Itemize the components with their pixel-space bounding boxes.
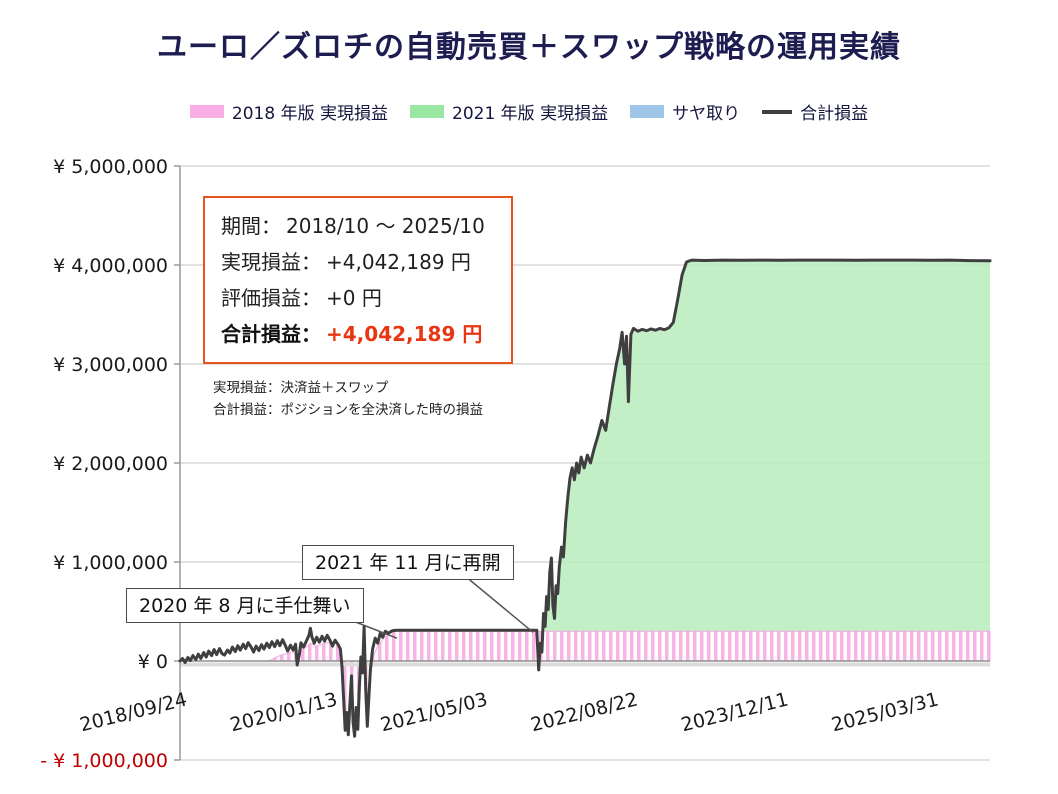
y-axis-label: ¥ 1,000,000: [53, 552, 168, 574]
y-axis-label: ¥ 3,000,000: [53, 354, 168, 376]
info-row-unrealized: 評価損益： +0 円: [221, 280, 485, 316]
info-row-period: 期間： 2018/10 ～ 2025/10: [221, 208, 485, 244]
footnote-total: 合計損益：ポジションを全決済した時の損益: [213, 402, 483, 418]
info-row-realized: 実現損益： +4,042,189 円: [221, 244, 485, 280]
footnote-realized: 実現損益：決済益＋スワップ: [213, 380, 389, 396]
total-label: 合計損益：: [221, 322, 321, 346]
page-title: ユーロ／ズロチの自動売買＋スワップ戦略の運用実績: [157, 30, 901, 65]
realized-label: 実現損益：: [221, 250, 321, 274]
total-value: +4,042,189 円: [326, 322, 483, 346]
x-axis-label: 2018/09/24: [78, 689, 190, 737]
footnotes: 実現損益：決済益＋スワップ 合計損益：ポジションを全決済した時の損益: [213, 377, 483, 421]
legend-label-saya: サヤ取り: [672, 104, 741, 124]
legend: 2018 年版 実現損益 2021 年版 実現損益 サヤ取り 合計損益: [0, 99, 1058, 124]
y-axis-label: - ¥ 1,000,000: [40, 750, 168, 772]
y-axis-label: ¥ 0: [138, 651, 168, 673]
x-axis-label: 2020/01/13: [228, 689, 340, 737]
x-axis-label: 2022/08/22: [529, 689, 641, 737]
info-row-total: 合計損益： +4,042,189 円: [221, 316, 485, 352]
legend-label-2018: 2018 年版 実現損益: [231, 104, 388, 124]
annotation-close-2020-08: 2020 年 8 月に手仕舞い: [126, 588, 364, 623]
legend-item-total: 合計損益: [762, 99, 868, 124]
x-axis-label: 2025/03/31: [829, 689, 941, 737]
annotation-restart-2021-11: 2021 年 11 月に再開: [302, 545, 514, 580]
legend-swatch-2021-icon: [410, 105, 444, 118]
period-label: 期間：: [221, 214, 281, 238]
unrealized-value: +0 円: [326, 286, 382, 310]
legend-item-saya: サヤ取り: [630, 99, 740, 124]
legend-swatch-total-line-icon: [762, 109, 793, 114]
y-axis-label: ¥ 2,000,000: [53, 453, 168, 475]
legend-item-2021: 2021 年版 実現損益: [410, 99, 608, 124]
legend-label-2021: 2021 年版 実現損益: [452, 104, 609, 124]
legend-item-2018: 2018 年版 実現損益: [189, 99, 388, 124]
period-value: 2018/10 ～ 2025/10: [286, 214, 485, 238]
y-axis-label: ¥ 4,000,000: [53, 255, 168, 277]
summary-info-box: 期間： 2018/10 ～ 2025/10 実現損益： +4,042,189 円 評…: [203, 196, 513, 364]
y-axis-label: ¥ 5,000,000: [53, 156, 168, 178]
realized-value: +4,042,189 円: [326, 250, 471, 274]
x-axis-label: 2023/12/11: [679, 689, 791, 737]
legend-swatch-2018-icon: [189, 105, 224, 118]
unrealized-label: 評価損益：: [221, 286, 321, 310]
x-axis-label: 2021/05/03: [378, 689, 490, 737]
legend-swatch-saya-icon: [630, 105, 665, 118]
legend-label-total: 合計損益: [800, 104, 869, 124]
